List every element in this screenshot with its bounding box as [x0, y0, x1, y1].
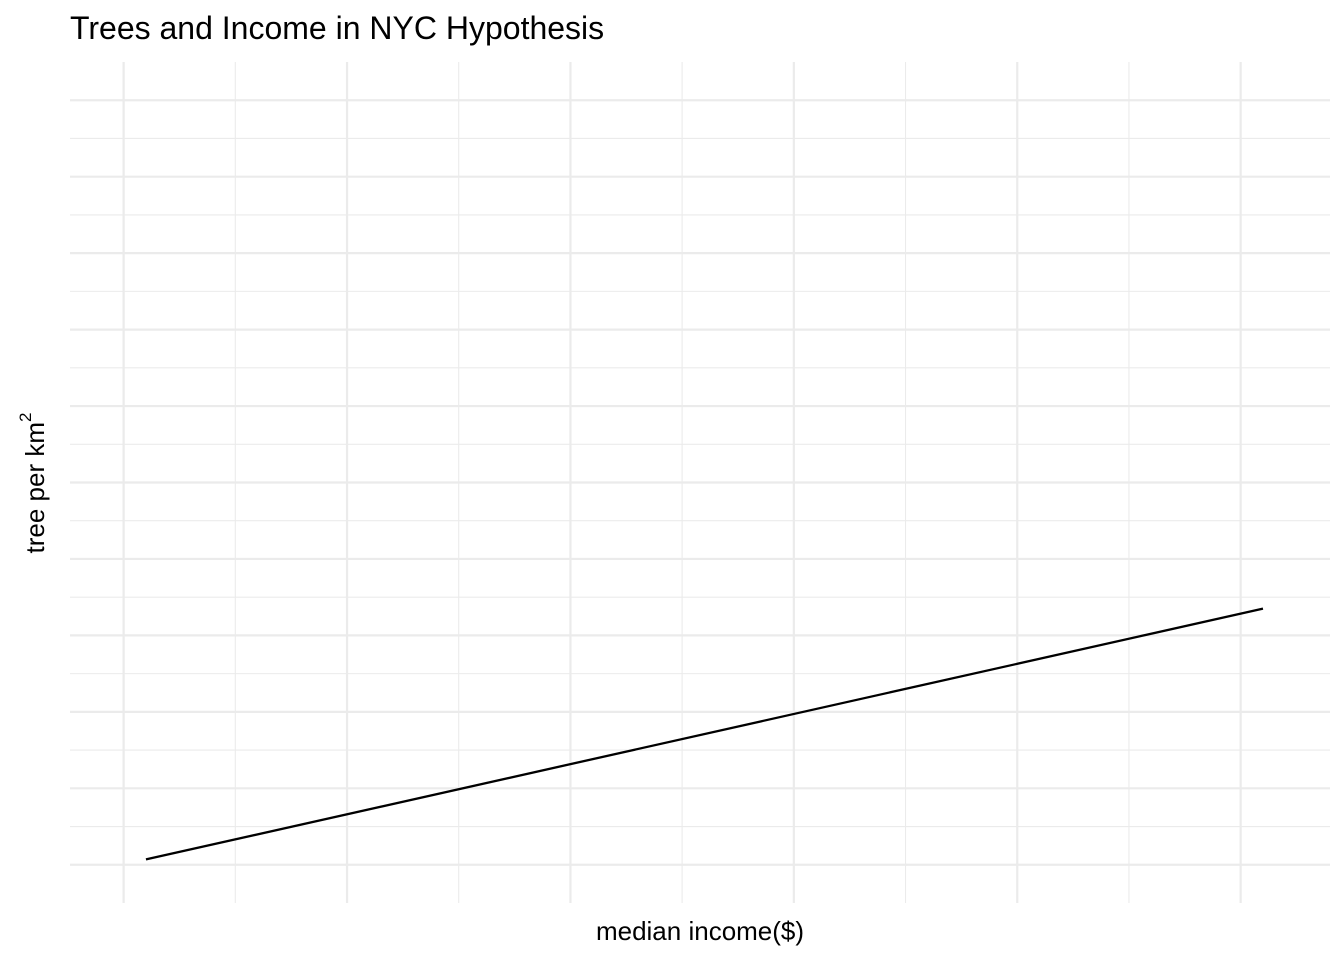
y-axis-label-superscript: 2	[16, 413, 35, 422]
x-axis-label: median income($)	[596, 916, 804, 946]
plot-panel	[70, 62, 1330, 903]
y-axis-label-text: tree per km	[20, 422, 50, 554]
series-layer	[145, 607, 1264, 861]
y-axis-label: tree per km2	[16, 413, 50, 554]
major-gridlines	[70, 62, 1330, 903]
chart-title: Trees and Income in NYC Hypothesis	[70, 10, 604, 46]
series-line-0	[145, 607, 1264, 861]
